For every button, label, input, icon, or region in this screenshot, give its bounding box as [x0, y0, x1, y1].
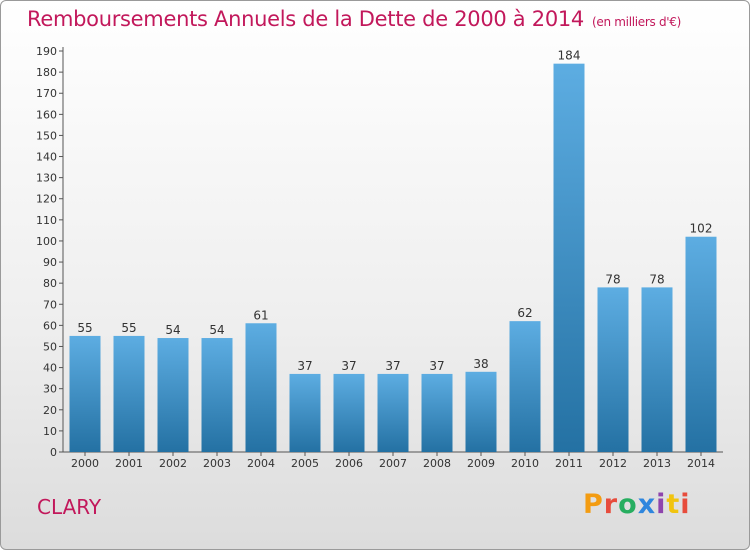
chart-labels: 2000 55 2001 55 2002 54 2003 54 2004 61 2005 37 2006…: [71, 49, 715, 470]
data-label-2012: 78: [605, 272, 620, 286]
data-label-2001: 55: [121, 321, 136, 335]
bar-2008: [421, 373, 453, 452]
bar-2014: [685, 236, 717, 452]
y-tick-label: 150: [36, 129, 57, 142]
x-tick-label: 2007: [379, 457, 407, 470]
x-tick-label: 2009: [467, 457, 495, 470]
y-tick-label: 160: [36, 108, 57, 121]
data-label-2002: 54: [165, 323, 180, 337]
x-tick-label: 2003: [203, 457, 231, 470]
x-tick-label: 2004: [247, 457, 275, 470]
data-label-2009: 38: [473, 357, 488, 371]
logo-letter: i: [680, 489, 691, 520]
bar-2010: [509, 321, 541, 452]
chart-title-text: Remboursements Annuels de la Dette de 20…: [27, 7, 584, 31]
bar-2001: [113, 335, 145, 452]
bar-2005: [289, 373, 321, 452]
data-label-2000: 55: [77, 321, 92, 335]
y-tick-label: 180: [36, 66, 57, 79]
y-tick-label: 170: [36, 87, 57, 100]
commune-name: CLARY: [37, 495, 102, 519]
x-tick-label: 2000: [71, 457, 99, 470]
bar-2007: [377, 373, 409, 452]
y-tick-label: 190: [36, 45, 57, 58]
y-tick-label: 70: [43, 298, 57, 311]
y-tick-label: 140: [36, 151, 57, 164]
chart-title: Remboursements Annuels de la Dette de 20…: [27, 7, 681, 31]
logo-letter: P: [583, 489, 604, 520]
data-label-2011: 184: [558, 49, 581, 63]
bar-2009: [465, 371, 497, 452]
logo-letter: x: [637, 489, 657, 520]
bar-2013: [641, 287, 673, 452]
x-tick-label: 2010: [511, 457, 539, 470]
x-tick-label: 2006: [335, 457, 363, 470]
data-label-2010: 62: [517, 306, 532, 320]
x-tick-label: 2008: [423, 457, 451, 470]
y-tick-label: 110: [36, 214, 57, 227]
y-tick-label: 10: [43, 425, 57, 438]
data-label-2004: 61: [253, 308, 268, 322]
logo-letter: i: [656, 489, 667, 520]
chart-unit-note: (en milliers d'€): [592, 15, 682, 29]
data-label-2003: 54: [209, 323, 224, 337]
y-tick-label: 130: [36, 172, 57, 185]
data-label-2007: 37: [385, 359, 400, 373]
y-tick-label: 60: [43, 319, 57, 332]
x-tick-label: 2012: [599, 457, 627, 470]
bar-2006: [333, 373, 365, 452]
logo-letter: o: [618, 489, 638, 520]
bar-2000: [69, 335, 101, 452]
x-tick-label: 2005: [291, 457, 319, 470]
logo-letter: t: [666, 489, 681, 520]
bar-2004: [245, 323, 277, 452]
y-tick-label: 30: [43, 383, 57, 396]
y-tick-label: 80: [43, 277, 57, 290]
y-tick-label: 0: [50, 446, 57, 459]
bar-2011: [553, 63, 585, 453]
x-tick-label: 2013: [643, 457, 671, 470]
bar-2003: [201, 338, 233, 452]
bar-2002: [157, 338, 189, 452]
y-tick-label: 40: [43, 362, 57, 375]
y-tick-label: 120: [36, 193, 57, 206]
x-tick-label: 2011: [555, 457, 583, 470]
chart-axes: 0 10 20 30 40 50 60 70 80 90 100 110 120 130 140 150 160…: [36, 45, 723, 459]
data-label-2014: 102: [690, 222, 713, 236]
y-tick-label: 100: [36, 235, 57, 248]
proxiti-logo: Proxiti: [583, 489, 691, 520]
bar-2012: [597, 287, 629, 452]
data-label-2006: 37: [341, 359, 356, 373]
y-tick-label: 90: [43, 256, 57, 269]
logo-letter: r: [603, 489, 619, 520]
data-label-2008: 37: [429, 359, 444, 373]
data-label-2013: 78: [649, 272, 664, 286]
y-tick-label: 50: [43, 340, 57, 353]
x-tick-label: 2001: [115, 457, 143, 470]
x-tick-label: 2002: [159, 457, 187, 470]
data-label-2005: 37: [297, 359, 312, 373]
x-tick-label: 2014: [687, 457, 715, 470]
y-tick-label: 20: [43, 404, 57, 417]
chart-bars: [69, 63, 717, 453]
